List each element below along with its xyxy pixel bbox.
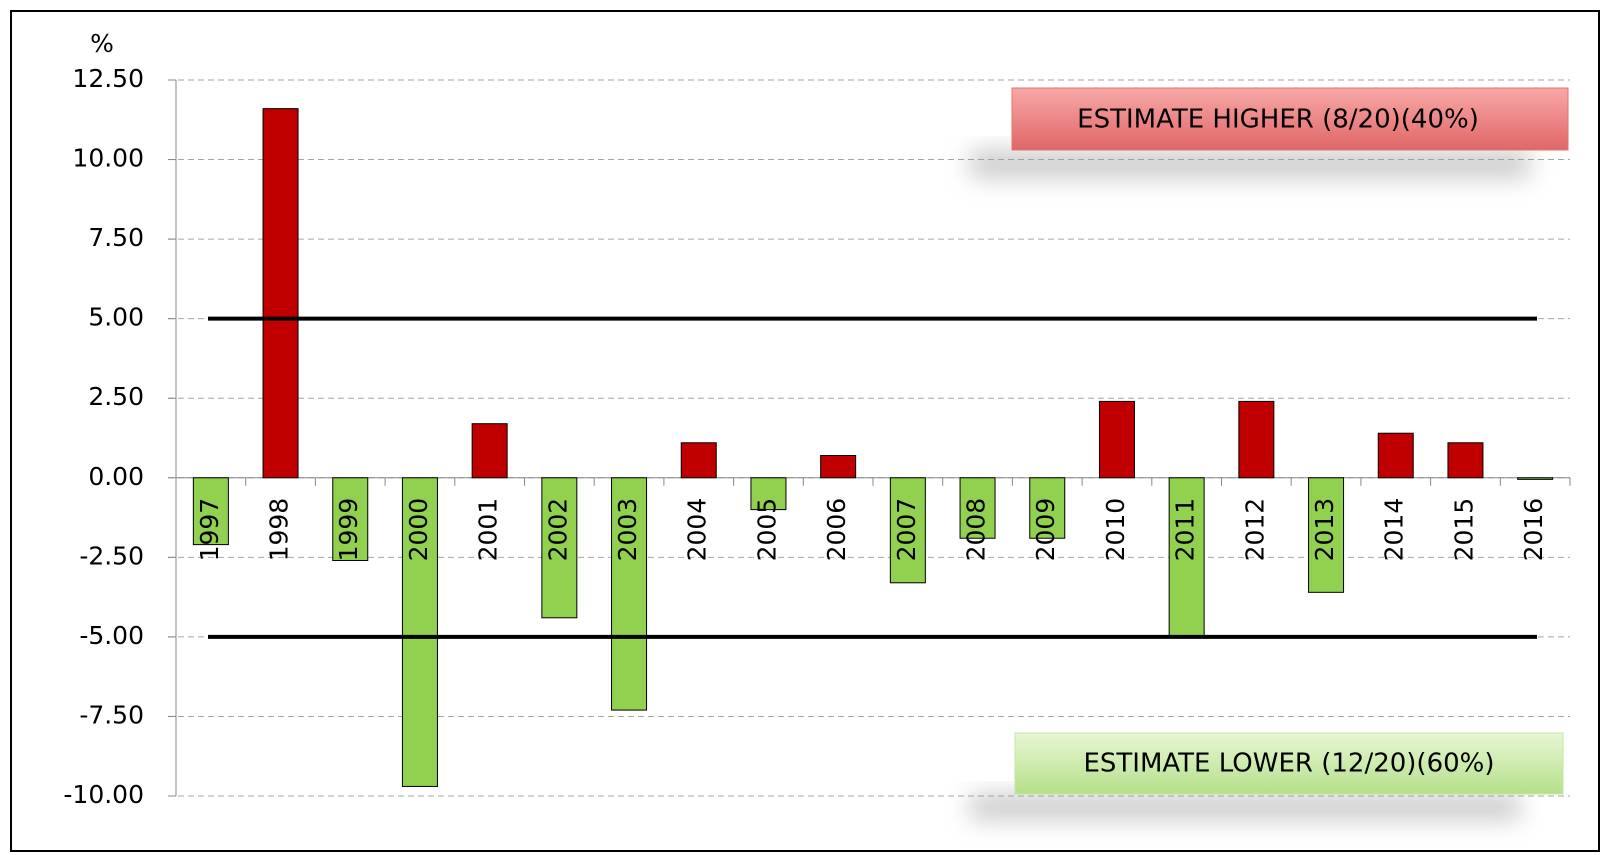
annotation: ESTIMATE HIGHER (8/20)(40%) (1077, 105, 1479, 135)
bar (262, 108, 299, 479)
y-tick-label: 12.50 (72, 64, 144, 93)
frame (10, 10, 1600, 852)
y-tick-label: 2.50 (88, 382, 144, 411)
x-tick-label: 2009 (1031, 498, 1060, 562)
x-tick-label: 2003 (613, 498, 642, 562)
y-tick-label: -2.50 (79, 541, 144, 570)
bar (680, 442, 717, 479)
x-tick-label: 1997 (195, 498, 224, 562)
x-tick-label: 2005 (752, 498, 781, 562)
x-tick-label: 2006 (822, 498, 851, 562)
x-tick-label: 2001 (474, 498, 503, 562)
annotation-shadow (970, 794, 1520, 820)
bar (332, 477, 369, 562)
annotation-box (1014, 732, 1564, 795)
x-tick-label: 1999 (334, 498, 363, 562)
bar (1168, 477, 1205, 638)
y-tick-label: 10.00 (72, 144, 144, 173)
bar (750, 477, 787, 511)
annotation: ESTIMATE LOWER (12/20)(60%) (1083, 749, 1494, 779)
x-tick-label: 2010 (1101, 498, 1130, 562)
annotation-box (1011, 87, 1569, 151)
bar (1029, 477, 1066, 539)
x-tick-label: 1998 (265, 498, 294, 562)
y-axis-label: % (90, 29, 114, 58)
x-tick-label: 2002 (543, 498, 572, 562)
y-tick-label: 5.00 (88, 303, 144, 332)
bar (889, 477, 926, 584)
bar (1238, 400, 1275, 479)
y-tick-label: 0.00 (88, 462, 144, 491)
x-tick-label: 2015 (1449, 498, 1478, 562)
x-tick-label: 2004 (683, 498, 712, 562)
bar (1308, 477, 1345, 593)
bar (1377, 432, 1414, 479)
bar (1517, 477, 1554, 480)
bar (959, 477, 996, 539)
bar (820, 455, 857, 479)
x-tick-label: 2008 (962, 498, 991, 562)
annotation-shadow (970, 150, 1530, 178)
y-tick-label: -10.00 (63, 780, 144, 809)
y-tick-label: -7.50 (79, 700, 144, 729)
bar (611, 477, 648, 711)
x-tick-label: 2016 (1519, 498, 1548, 562)
bar (401, 477, 438, 787)
x-tick-label: 2000 (404, 498, 433, 562)
y-tick-label: -5.00 (79, 621, 144, 650)
bar (1098, 400, 1135, 479)
bar (192, 477, 229, 546)
bar (541, 477, 578, 619)
x-tick-label: 2007 (892, 498, 921, 562)
x-tick-label: 2012 (1240, 498, 1269, 562)
bar (1447, 442, 1484, 479)
y-tick-label: 7.50 (88, 223, 144, 252)
x-tick-label: 2013 (1310, 498, 1339, 562)
x-tick-label: 2014 (1380, 498, 1409, 562)
x-tick-label: 2011 (1171, 498, 1200, 562)
bar (471, 423, 508, 479)
